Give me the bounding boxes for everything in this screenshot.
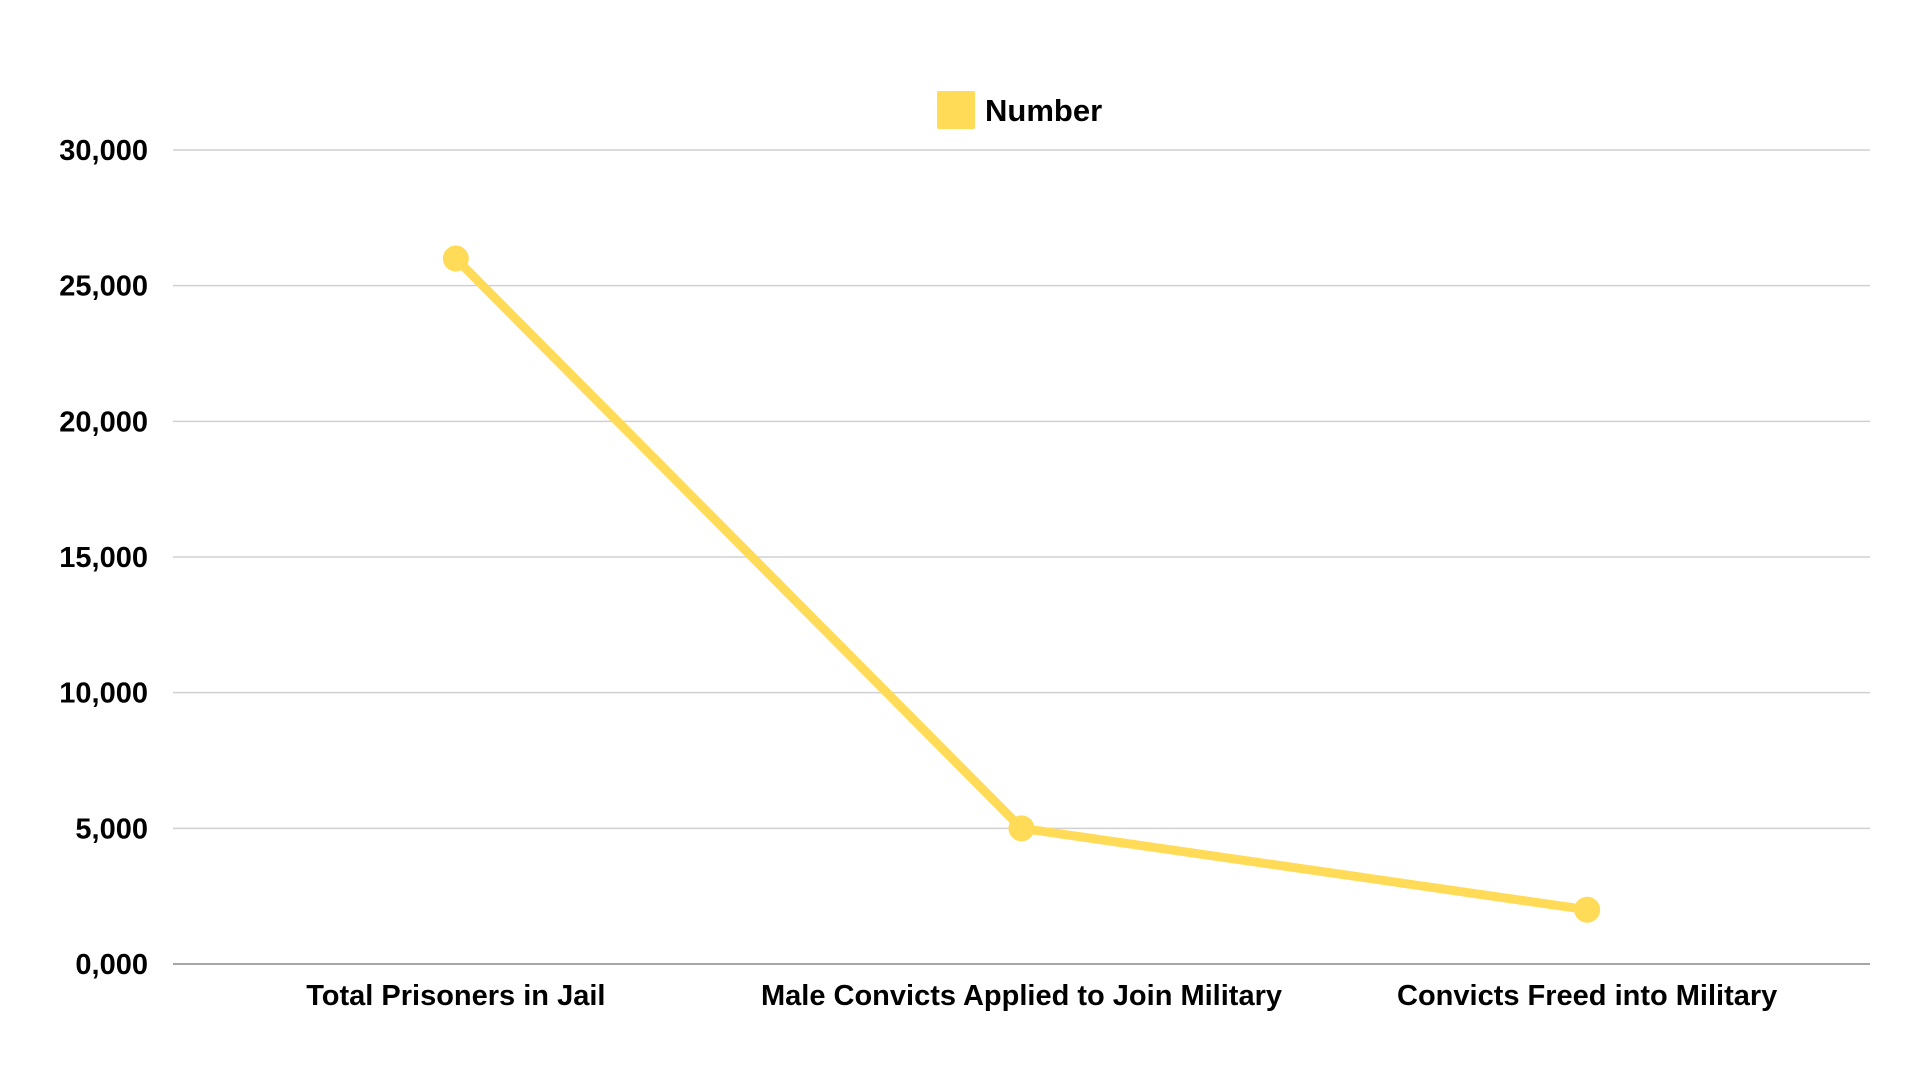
gridlines <box>173 149 1870 830</box>
legend-label: Number <box>985 93 1102 128</box>
y-tick-label: 15,000 <box>59 542 148 574</box>
y-tick-label: 10,000 <box>59 678 148 710</box>
data-point-marker <box>1574 896 1601 923</box>
y-axis-tick-labels: 0,000 5,000 10,000 15,000 20,000 25,000 30,000 <box>59 135 148 981</box>
y-tick-label: 0,000 <box>75 949 148 981</box>
data-point-marker <box>442 245 469 272</box>
y-tick-label: 30,000 <box>59 135 148 167</box>
y-tick-label: 20,000 <box>59 406 148 438</box>
x-category-label: Total Prisoners in Jail <box>306 980 605 1012</box>
legend-swatch <box>937 91 975 129</box>
series-number <box>442 245 1601 923</box>
y-tick-label: 25,000 <box>59 271 148 303</box>
data-point-marker <box>1008 815 1035 842</box>
x-category-label: Male Convicts Applied to Join Military <box>761 980 1282 1012</box>
legend: Number <box>937 91 1102 129</box>
y-tick-label: 5,000 <box>75 813 148 845</box>
x-axis-category-labels: Total Prisoners in Jail Male Convicts App… <box>306 980 1777 1012</box>
series-line <box>451 254 1592 915</box>
x-category-label: Convicts Freed into Military <box>1397 980 1777 1012</box>
